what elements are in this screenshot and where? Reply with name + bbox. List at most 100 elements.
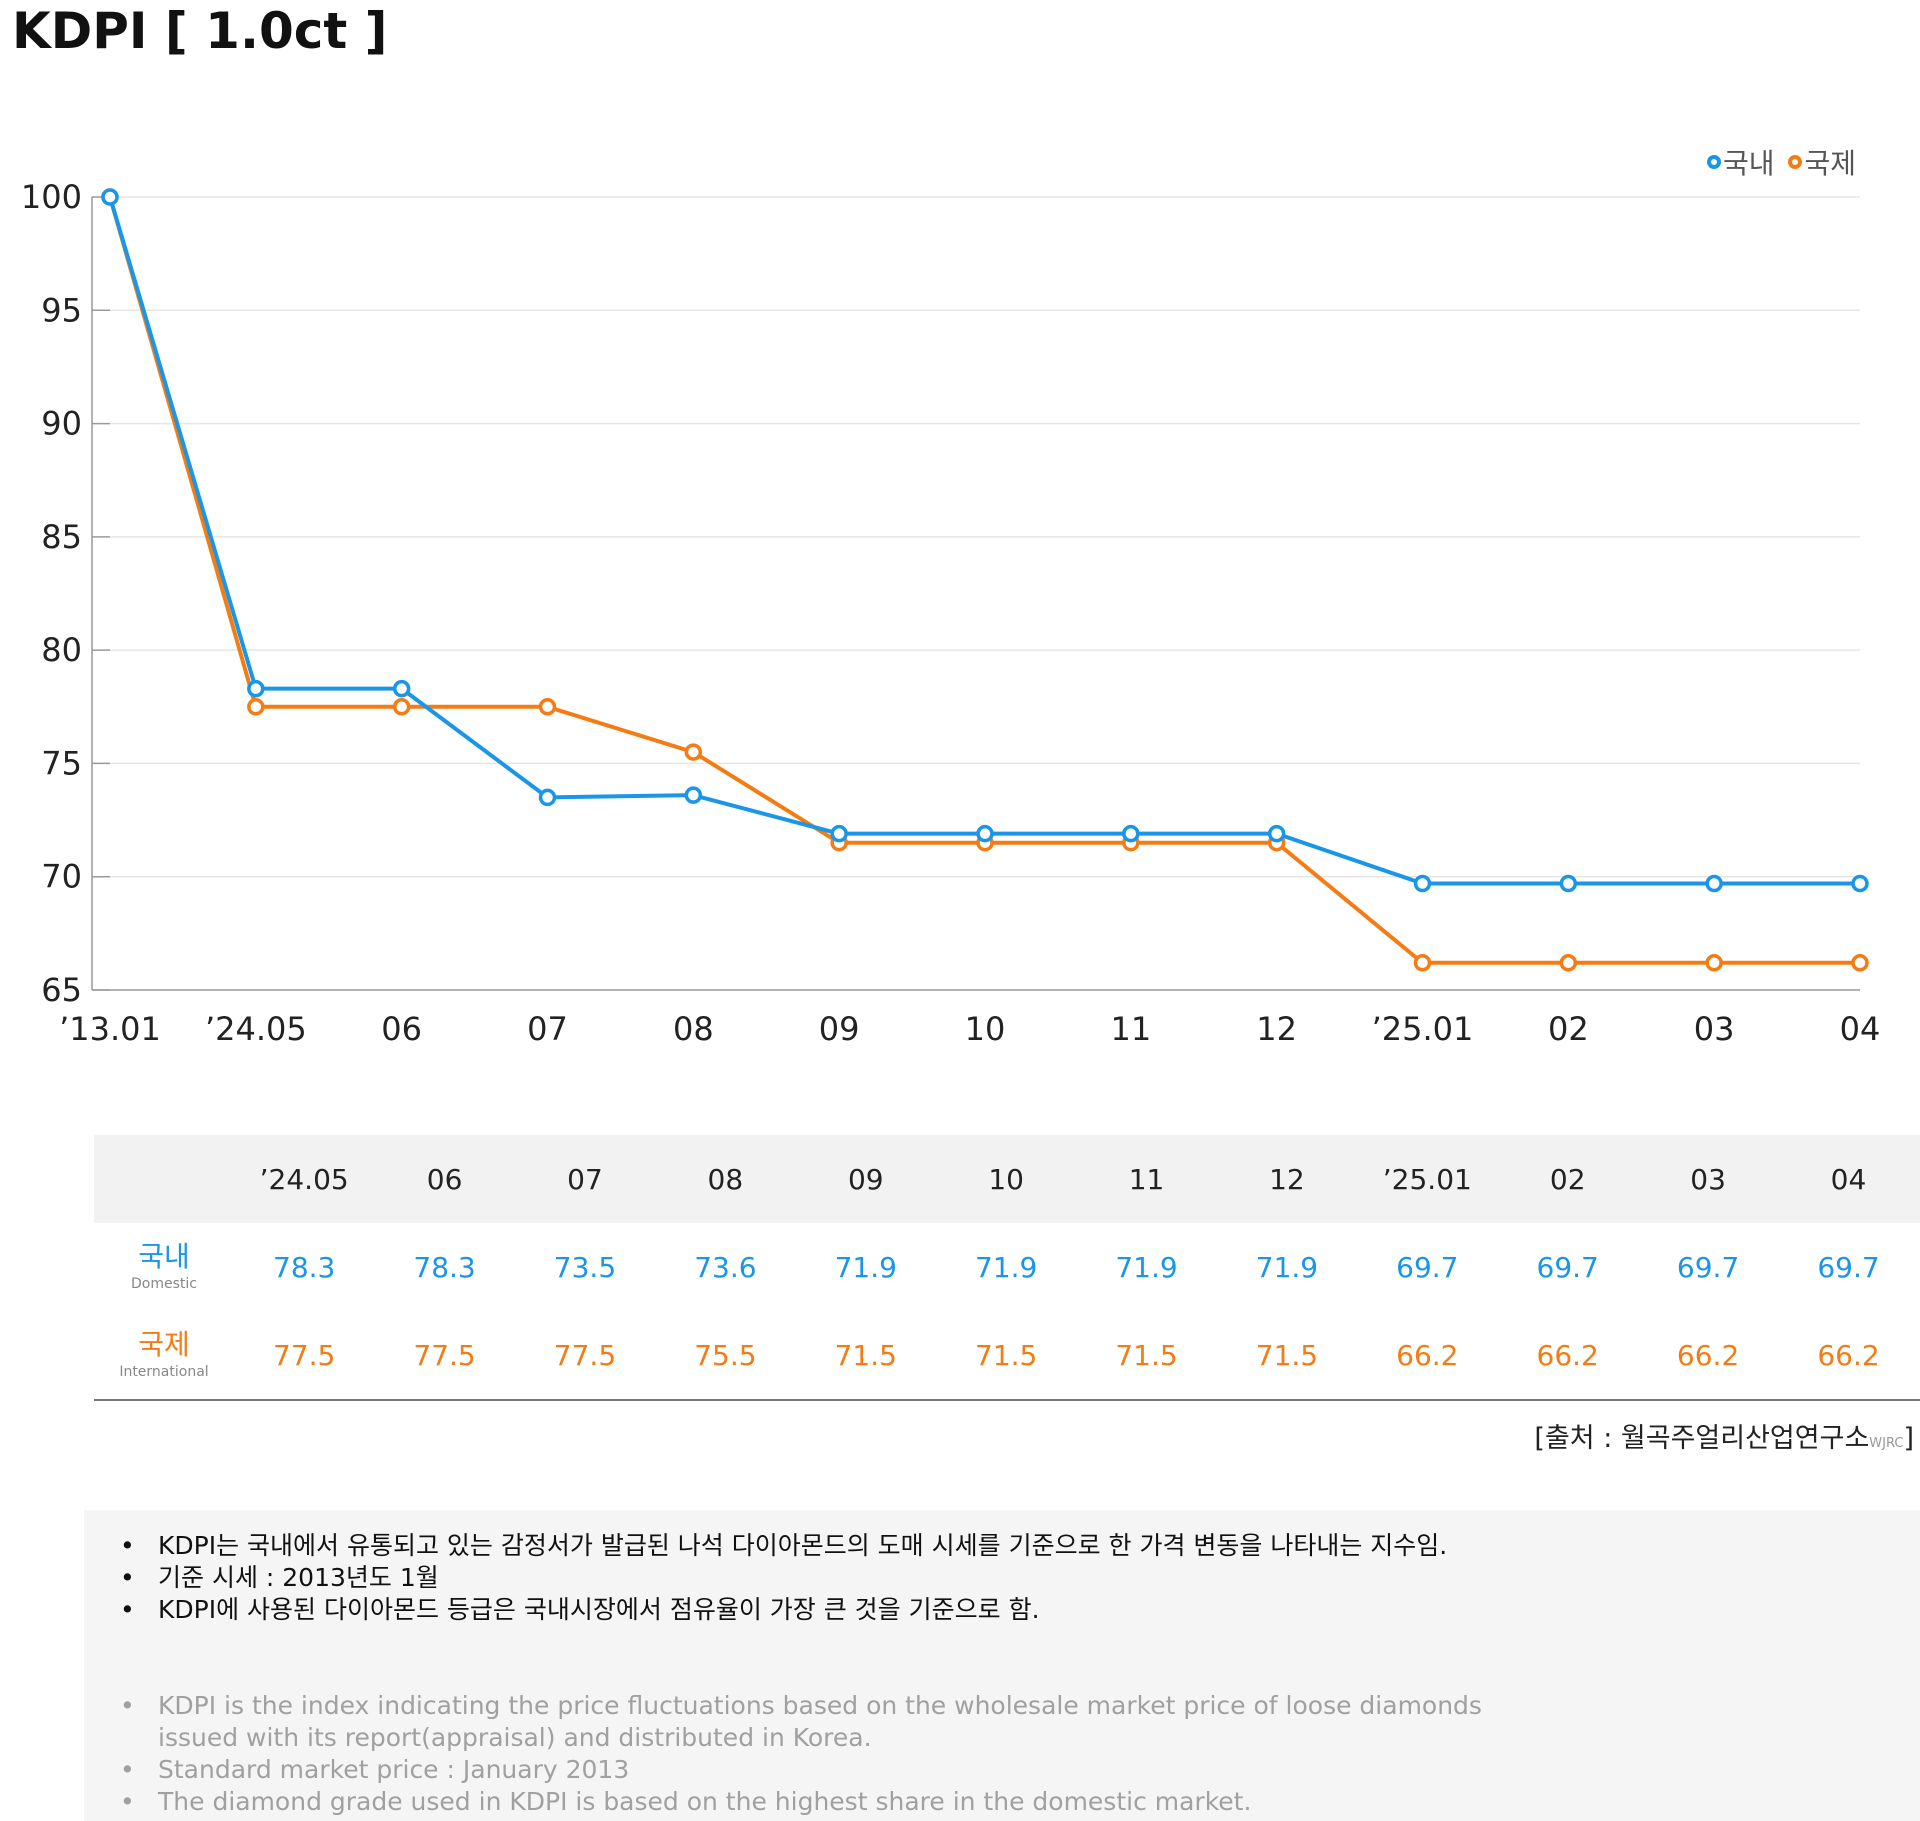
table-cell-international: 75.5 (694, 1338, 757, 1372)
row-label-domestic-en: Domestic (131, 1276, 197, 1292)
table-row-international: 국제 International 77.5 77.5 77.5 75.5 71.5 71.… (94, 1311, 1920, 1399)
table-row-domestic: 국내 Domestic 78.3 78.3 73.5 73.6 71.9 71.9 71.9… (94, 1223, 1920, 1311)
data-point-domestic (392, 679, 411, 698)
x-tick-label: 08 (673, 1010, 714, 1048)
chart-legend: 국내 국제 (1706, 142, 1856, 182)
table-bottom-rule (94, 1399, 1920, 1401)
source-close: ] (1903, 1423, 1914, 1454)
notes-panel: KDPI는 국내에서 유통되고 있는 감정서가 발급된 나석 다이아몬드의 도매… (84, 1510, 1920, 1821)
table-header-cell: 12 (1269, 1162, 1305, 1196)
table-header-cell: 04 (1830, 1162, 1867, 1196)
table-cell-domestic: 78.3 (413, 1250, 476, 1284)
y-tick-label: 100 (21, 178, 82, 216)
page-title: KDPI [ 1.0ct ] (12, 2, 388, 60)
legend-marker-international (1788, 155, 1803, 169)
y-tick-label: 80 (41, 631, 82, 669)
row-label-international: 국제 International (94, 1328, 234, 1380)
table-cell-domestic: 69.7 (1396, 1250, 1459, 1284)
legend-item-domestic: 국내 (1706, 142, 1775, 182)
table-header-cell: ’25.01 (1382, 1162, 1472, 1196)
x-tick-label: ’25.01 (1372, 1010, 1474, 1048)
y-tick-label: 95 (41, 291, 82, 329)
y-tick-label: 65 (41, 971, 82, 1009)
data-point-domestic (830, 824, 848, 843)
legend-marker-domestic (1706, 155, 1721, 169)
line-chart: 65 70 75 80 85 90 95 100 ’13.01 ’24.05 06 07 08 09 10 1… (21, 178, 1881, 1048)
table-cell-international: 66.2 (1817, 1338, 1880, 1372)
note-en-item: The diamond grade used in KDPI is based … (120, 1786, 1520, 1818)
series-line-domestic (108, 196, 1860, 886)
table-cell-international: 77.5 (553, 1338, 617, 1372)
x-tick-label: 06 (381, 1010, 422, 1048)
data-point-domestic (976, 824, 994, 843)
source-abbr: WJRC (1869, 1436, 1904, 1451)
data-point-domestic (101, 188, 119, 206)
row-label-domestic: 국내 Domestic (94, 1240, 234, 1292)
data-point-domestic (1267, 824, 1286, 843)
x-tick-label: 09 (819, 1010, 860, 1048)
data-point-international (1413, 954, 1432, 972)
table-cell-international: 66.2 (1676, 1338, 1740, 1372)
notes-korean: KDPI는 국내에서 유통되고 있는 감정서가 발급된 나석 다이아몬드의 도매… (120, 1530, 1520, 1626)
data-point-international (1851, 954, 1869, 972)
table-cell-domestic: 71.9 (1255, 1250, 1319, 1284)
row-label-domestic-ko: 국내 (138, 1240, 190, 1273)
x-tick-label: 07 (527, 1010, 568, 1048)
data-point-domestic (247, 679, 265, 698)
table-cell-domestic: 69.7 (1676, 1250, 1740, 1284)
table-cell-domestic: 71.9 (834, 1250, 897, 1284)
legend-item-international: 국제 (1788, 142, 1856, 182)
legend-label-international: 국제 (1804, 147, 1856, 180)
table-cell-international: 66.2 (1536, 1338, 1599, 1372)
data-point-international (392, 698, 411, 716)
data-point-domestic (1413, 874, 1432, 893)
table-header-cell: 10 (988, 1162, 1024, 1196)
x-tick-label: ’24.05 (205, 1010, 307, 1048)
x-tick-label: 04 (1840, 1010, 1881, 1048)
table-header-cell: 07 (567, 1162, 603, 1196)
table-header-cell: 02 (1549, 1162, 1586, 1196)
row-label-international-ko: 국제 (138, 1328, 190, 1361)
legend-label-domestic: 국내 (1722, 147, 1775, 180)
source-credit: [출처 : 월곡주얼리산업연구소WJRC] (1534, 1416, 1914, 1455)
data-point-domestic (1851, 874, 1869, 893)
table-header-cell: 09 (847, 1162, 884, 1196)
table-header-row: ’24.05 06 07 08 09 10 11 12 ’25.01 02 03 04 (94, 1135, 1920, 1223)
y-tick-label: 85 (41, 518, 82, 556)
table-header-cell: 11 (1128, 1162, 1165, 1196)
table-header-cell: 06 (426, 1162, 463, 1196)
table-header-cell: ’24.05 (259, 1162, 349, 1196)
table-cell-domestic: 73.6 (694, 1250, 757, 1284)
row-label-international-en: International (119, 1364, 209, 1380)
table-cell-international: 71.5 (974, 1338, 1038, 1372)
table-cell-international: 77.5 (273, 1338, 336, 1372)
x-tick-label: 11 (1110, 1010, 1151, 1048)
table-cell-domestic: 71.9 (974, 1250, 1038, 1284)
table-cell-domestic: 78.3 (273, 1250, 336, 1284)
data-point-domestic (538, 788, 557, 807)
data-point-domestic (1122, 824, 1140, 843)
table-header-cell: 08 (707, 1162, 744, 1196)
data-table: ’24.05 06 07 08 09 10 11 12 ’25.01 02 03 04 국내 Dome… (94, 1135, 1920, 1401)
table-cell-international: 71.5 (1115, 1338, 1178, 1372)
table-cell-domestic: 69.7 (1817, 1250, 1880, 1284)
table-cell-international: 71.5 (1255, 1338, 1319, 1372)
data-point-domestic (1559, 874, 1578, 893)
x-tick-label: 10 (965, 1010, 1006, 1048)
data-point-international (1559, 954, 1578, 972)
data-point-international (538, 698, 557, 716)
data-point-international (1705, 954, 1723, 972)
table-cell-international: 77.5 (413, 1338, 476, 1372)
data-point-domestic (1705, 874, 1723, 893)
note-ko-item: 기준 시세 : 2013년도 1월 (120, 1562, 1520, 1594)
data-point-international (247, 698, 265, 716)
table-cell-international: 66.2 (1396, 1338, 1459, 1372)
table-header-cell: 03 (1690, 1162, 1726, 1196)
x-tick-label: 12 (1256, 1010, 1297, 1048)
table-cell-domestic: 71.9 (1115, 1250, 1178, 1284)
y-tick-label: 70 (41, 858, 82, 896)
y-tick-label: 90 (41, 405, 82, 443)
note-ko-item: KDPI는 국내에서 유통되고 있는 감정서가 발급된 나석 다이아몬드의 도매… (120, 1530, 1520, 1562)
notes-english: KDPI is the index indicating the price f… (120, 1690, 1520, 1818)
x-tick-label: ’13.01 (59, 1010, 161, 1048)
